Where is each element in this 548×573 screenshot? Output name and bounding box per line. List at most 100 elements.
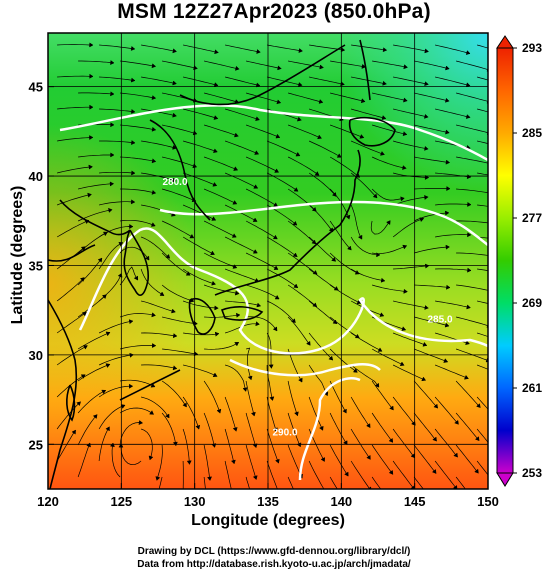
streamline-arrow — [130, 140, 136, 146]
streamline-arrow — [256, 302, 262, 308]
streamline-arrow — [372, 193, 378, 199]
streamline — [245, 380, 255, 417]
streamline — [246, 92, 281, 104]
credit-data: Data from http://database.rish.kyoto-u.a… — [137, 559, 411, 570]
streamline — [224, 364, 247, 392]
streamline — [120, 188, 156, 194]
streamline — [140, 428, 153, 460]
streamline-arrow — [379, 312, 385, 317]
streamline — [225, 108, 260, 121]
streamline — [477, 236, 488, 239]
colorbar-bottom-triangle — [496, 472, 514, 487]
y-tick-label: 25 — [29, 437, 43, 452]
streamline — [393, 76, 429, 85]
streamline — [308, 268, 339, 291]
streamline — [182, 172, 217, 187]
streamline — [99, 44, 135, 50]
streamline — [57, 44, 94, 46]
streamline — [477, 108, 488, 113]
streamline-arrow — [403, 288, 408, 294]
streamline-arrow — [328, 355, 334, 361]
streamline-arrow — [255, 321, 260, 327]
streamline — [98, 404, 126, 430]
x-tick-label: 120 — [37, 494, 59, 509]
streamline-arrow — [274, 294, 280, 300]
streamline — [266, 365, 273, 401]
streamline-arrow — [357, 234, 363, 240]
streamline-arrow — [151, 126, 157, 132]
x-axis: 120 125 130 135 140 145 150 — [37, 483, 499, 509]
streamline-arrow — [250, 411, 256, 417]
streamline — [119, 407, 154, 415]
streamline — [204, 124, 239, 137]
streamline — [413, 412, 437, 442]
streamline — [435, 268, 472, 271]
streamline — [224, 460, 232, 489]
colorbar-tick-label: 253 — [522, 466, 542, 480]
streamline-arrow — [422, 341, 428, 347]
streamline — [392, 364, 426, 381]
streamline — [350, 140, 385, 155]
streamline — [350, 236, 381, 256]
streamline-arrow — [519, 403, 523, 407]
streamline — [351, 44, 387, 51]
streamline-arrow — [361, 63, 367, 69]
streamline — [158, 476, 163, 489]
streamline — [266, 460, 278, 489]
contour-line — [59, 104, 488, 162]
streamline-arrow — [189, 233, 195, 239]
streamline — [287, 476, 294, 489]
streamline — [141, 140, 177, 149]
streamline — [477, 204, 488, 207]
streamline — [99, 201, 135, 206]
isotherm-contours — [59, 104, 488, 481]
streamline-arrow — [118, 242, 124, 247]
streamline — [245, 220, 278, 240]
streamline — [245, 188, 278, 207]
streamline — [287, 316, 311, 346]
streamline-arrow — [381, 115, 387, 120]
streamline — [57, 166, 93, 174]
streamline — [350, 268, 385, 282]
coastline-korea — [123, 229, 149, 296]
streamline — [246, 347, 252, 380]
streamline-arrow — [108, 207, 113, 213]
streamline — [119, 266, 139, 286]
colorbar-tick-label: 285 — [522, 126, 542, 140]
streamline-arrow — [164, 413, 170, 419]
streamline-arrow — [256, 49, 261, 54]
streamline-arrow — [101, 389, 107, 395]
streamline — [414, 284, 451, 288]
y-axis-label: Latitude (degrees) — [9, 185, 26, 325]
streamline — [456, 92, 488, 102]
streamline-arrow — [296, 116, 302, 122]
streamline — [98, 242, 123, 270]
streamline-arrow — [453, 452, 458, 458]
streamline-arrow — [530, 194, 534, 198]
streamline — [371, 188, 405, 201]
streamline — [371, 380, 394, 411]
streamline — [287, 220, 317, 245]
streamline-arrow — [109, 181, 115, 187]
streamline-arrow — [149, 410, 154, 415]
streamline — [287, 412, 301, 447]
streamline — [245, 412, 257, 448]
streamline — [414, 316, 449, 327]
streamline — [455, 476, 466, 489]
streamline-arrow — [342, 408, 347, 414]
coastline-manchuria — [149, 119, 211, 221]
streamline-arrow — [445, 159, 451, 165]
streamline — [162, 188, 197, 202]
streamline — [329, 284, 362, 304]
coastline-honshu — [214, 149, 361, 296]
streamline — [350, 364, 380, 388]
streamline-arrow — [272, 326, 278, 332]
streamline — [372, 124, 407, 135]
streamline — [56, 277, 85, 302]
streamline — [413, 212, 449, 222]
streamline-arrow — [425, 263, 430, 269]
streamline-arrow — [214, 331, 220, 337]
streamline-arrow — [276, 99, 282, 105]
x-tick-label: 125 — [110, 494, 132, 509]
streamline-arrow — [274, 168, 280, 173]
